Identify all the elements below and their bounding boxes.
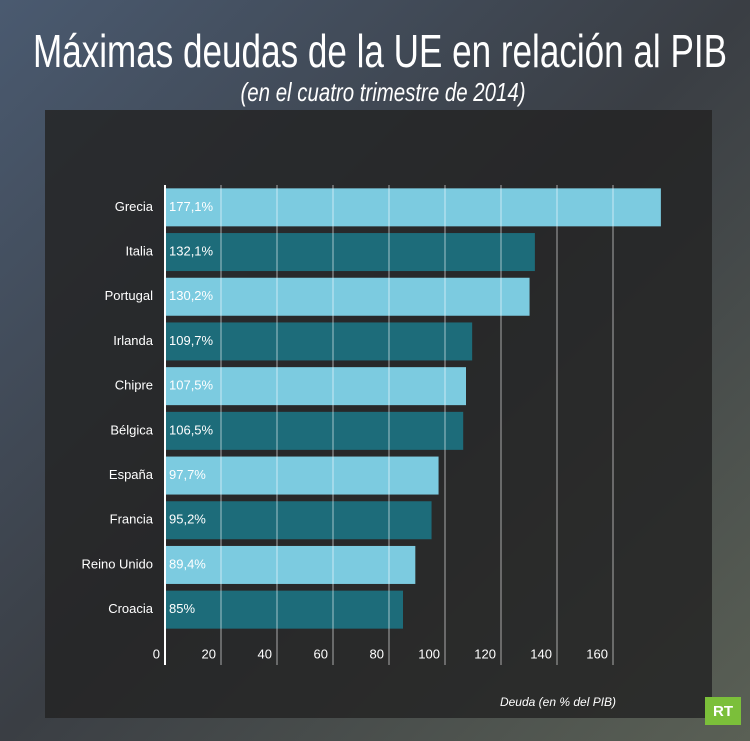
value-label: 85% — [169, 601, 195, 616]
chart-title: Máximas deudas de la UE en relación al P… — [33, 25, 727, 77]
chart-subtitle: (en el cuatro trimestre de 2014) — [241, 77, 526, 107]
value-label: 89,4% — [169, 556, 206, 571]
category-label: Portugal — [105, 288, 154, 303]
bar — [165, 367, 466, 406]
value-label: 107,5% — [169, 378, 214, 393]
value-label: 109,7% — [169, 333, 214, 348]
category-label: Chipre — [115, 378, 153, 393]
bar — [165, 277, 530, 316]
x-tick-label: 0 — [153, 646, 160, 661]
x-axis-label: Deuda (en % del PIB) — [500, 695, 616, 709]
bar — [165, 233, 535, 272]
x-tick-label: 80 — [370, 646, 384, 661]
category-label: Francia — [110, 512, 154, 527]
category-label: Bélgica — [110, 422, 153, 437]
logo-box — [705, 697, 741, 725]
bar — [165, 456, 439, 495]
value-label: 95,2% — [169, 512, 206, 527]
category-label: Reino Unido — [81, 556, 153, 571]
bar — [165, 322, 473, 361]
x-tick-label: 160 — [586, 646, 608, 661]
logo: RT — [713, 703, 733, 720]
value-label: 177,1% — [169, 199, 214, 214]
value-label: 97,7% — [169, 467, 206, 482]
bar — [165, 411, 464, 450]
bar — [165, 545, 416, 584]
category-label: Irlanda — [113, 333, 154, 348]
category-label: Grecia — [115, 199, 154, 214]
x-tick-label: 100 — [418, 646, 440, 661]
bar — [165, 501, 432, 540]
category-label: Croacia — [108, 601, 154, 616]
bar — [165, 590, 403, 629]
bar — [165, 188, 661, 227]
x-tick-label: 140 — [530, 646, 552, 661]
value-label: 132,1% — [169, 243, 214, 258]
value-label: 130,2% — [169, 288, 214, 303]
category-label: Italia — [126, 243, 154, 258]
x-tick-label: 60 — [314, 646, 328, 661]
x-tick-label: 20 — [202, 646, 216, 661]
x-tick-label: 40 — [258, 646, 272, 661]
category-label: España — [109, 467, 154, 482]
x-tick-label: 120 — [474, 646, 496, 661]
value-label: 106,5% — [169, 422, 214, 437]
